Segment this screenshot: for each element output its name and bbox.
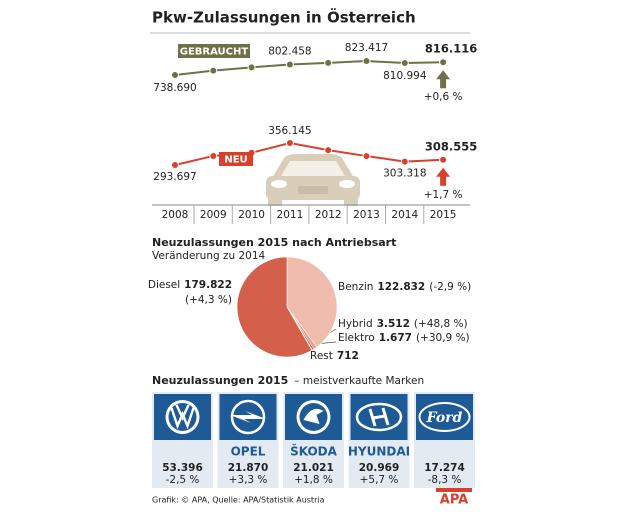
brand-change: -8,3 % [428, 474, 462, 486]
data-label: 356.145 [268, 125, 311, 137]
value: 3.512 [377, 318, 410, 330]
pie-label: Benzin 122.832 (-2,9 %) [338, 281, 471, 293]
data-point [324, 146, 333, 155]
category: Elektro [338, 332, 375, 344]
data-point [439, 58, 448, 67]
data-point [285, 139, 294, 147]
cards-title: Neuzulassungen 2015 – meistverkaufte Mark… [152, 374, 424, 387]
x-tick-label: 2014 [391, 209, 418, 221]
category: Diesel [148, 279, 180, 291]
brand-value: 21.021 [293, 462, 334, 474]
pie-label: Rest 712 [310, 350, 359, 362]
data-label: 738.690 [153, 82, 196, 94]
brand-value: 21.870 [228, 462, 269, 474]
value: 712 [337, 350, 359, 362]
legend-label: GEBRAUCHT [180, 47, 249, 58]
change-arrow [436, 167, 451, 186]
pie-title: Neuzulassungen 2015 nach Antriebsart [152, 236, 396, 249]
brand-change: +3,3 % [229, 474, 268, 486]
x-tick-label: 2011 [277, 209, 304, 221]
pie-subtitle: Veränderung zu 2014 [152, 250, 266, 262]
pie-slice [286, 256, 338, 348]
change-label: +1,7 % [424, 189, 463, 201]
brand-name: HYUNDAI [348, 445, 410, 459]
legend-box [219, 152, 253, 166]
data-point [400, 157, 409, 166]
hyundai-h [368, 407, 390, 427]
brand-name: ŠKODA [290, 444, 338, 459]
value: 1.677 [379, 332, 412, 344]
title: Pkw-Zulassungen in Österreich [152, 8, 416, 27]
data-point [362, 152, 371, 161]
category: Hybrid [338, 318, 373, 330]
skoda-arrow [303, 408, 324, 424]
data-point [171, 161, 179, 169]
pie-label: Elektro 1.677 (+30,9 %) [338, 332, 470, 344]
data-point [209, 66, 218, 75]
brand-change: +5,7 % [360, 474, 399, 486]
brand-name: OPEL [231, 445, 266, 459]
ford-inner [420, 404, 469, 430]
brand-change: -2,5 % [166, 474, 200, 486]
pie-label: Diesel 179.822 [148, 279, 232, 291]
brand-value: 53.396 [162, 462, 203, 474]
change-label: +0,6 % [424, 91, 463, 103]
brand-value: 17.274 [424, 462, 465, 474]
x-tick-label: 2013 [353, 209, 380, 221]
value: 122.832 [377, 281, 425, 293]
data-label: 810.994 [383, 70, 427, 82]
data-label: 303.318 [383, 168, 426, 180]
category: Benzin [338, 281, 373, 293]
brand-value: 20.969 [359, 462, 400, 474]
logo-bar [436, 488, 472, 492]
data-label: 293.697 [153, 171, 196, 183]
vw-logo-mark [170, 404, 195, 430]
data-point [209, 151, 218, 160]
opel-bolt [230, 411, 266, 423]
data-point [285, 60, 294, 69]
apa-logo: APA [440, 493, 468, 508]
legend-label: NEU [224, 155, 247, 166]
data-point [400, 59, 409, 68]
x-tick-label: 2008 [162, 209, 189, 221]
data-label: 823.417 [345, 42, 388, 54]
title: Neuzulassungen 2015 [152, 374, 288, 387]
data-point [247, 63, 256, 72]
change: (-2,9 %) [429, 281, 471, 293]
data-label: 816.116 [425, 42, 477, 56]
source: Grafik: © APA, Quelle: APA/Statistik Aus… [152, 496, 325, 505]
category: Rest [310, 350, 333, 362]
pie-slice [236, 256, 313, 358]
data-point [171, 71, 179, 79]
ford-name: Ford [426, 410, 463, 426]
x-tick-label: 2012 [315, 209, 342, 221]
x-tick-label: 2015 [430, 209, 457, 221]
pie-label: Hybrid 3.512 (+48,8 %) [338, 318, 468, 330]
x-tick-label: 2009 [200, 209, 227, 221]
legend-box [178, 44, 250, 58]
value: 179.822 [184, 279, 232, 291]
pie-change: (+4,3 %) [185, 294, 232, 306]
change: (+30,9 %) [416, 332, 470, 344]
car-illustration [266, 154, 360, 206]
data-label: 802.458 [268, 45, 311, 57]
data-point [362, 57, 371, 65]
opel-logo [230, 399, 266, 435]
data-label: 308.555 [425, 139, 477, 153]
brand-change: +1,8 % [294, 474, 333, 486]
subtitle: – meistverkaufte Marken [294, 375, 424, 387]
data-point [324, 58, 333, 67]
data-point [439, 155, 448, 164]
x-tick-label: 2010 [238, 209, 265, 221]
series-line [174, 59, 444, 76]
change: (+48,8 %) [414, 318, 468, 330]
hyundai-logo [355, 402, 403, 432]
change-arrow [436, 70, 451, 89]
